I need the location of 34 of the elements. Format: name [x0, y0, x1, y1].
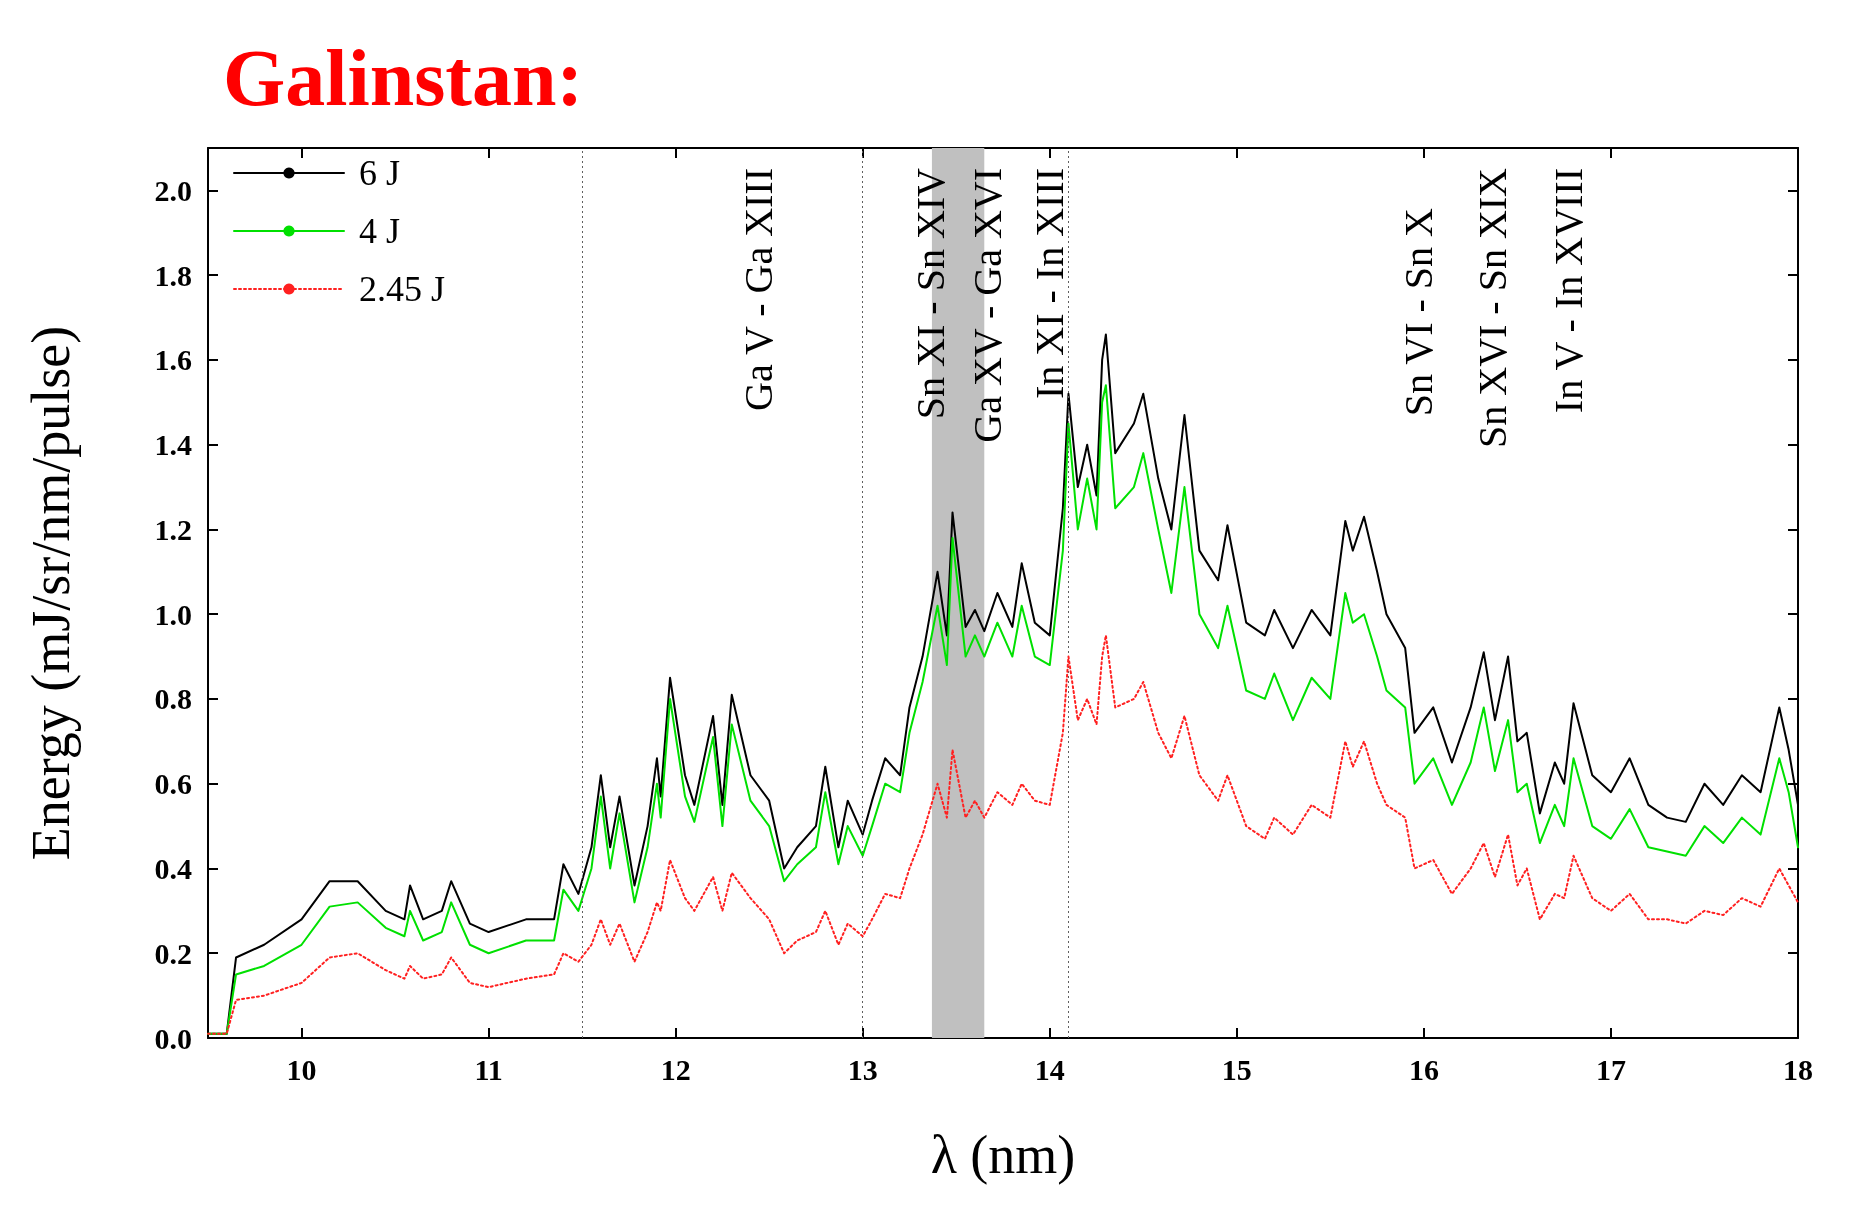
annotation: Ga V - Ga XIII — [735, 168, 781, 411]
legend-label: 6 J — [359, 153, 401, 193]
annotation: Sn VI - Sn X — [1395, 207, 1441, 417]
y-tick-label: 1.4 — [154, 428, 192, 462]
y-tick-label: 2.0 — [154, 173, 192, 207]
y-tick-label: 1.8 — [154, 258, 192, 292]
annotation: In XI - In XIII — [1026, 168, 1072, 400]
x-tick-label: 14 — [1034, 1052, 1065, 1086]
y-tick-label: 1.2 — [154, 512, 192, 546]
annotation: Sn XVI - Sn XIX — [1469, 167, 1515, 448]
x-axis-title: λ (nm) — [930, 1125, 1076, 1185]
x-tick-label: 15 — [1221, 1052, 1252, 1086]
annotation: In V - In XVIII — [1545, 168, 1591, 414]
x-tick-label: 13 — [847, 1052, 878, 1086]
y-tick-label: 0.2 — [154, 936, 192, 970]
x-tick-label: 10 — [286, 1052, 317, 1086]
chart-title: Galinstan: — [223, 34, 584, 122]
annotation: Sn XI - Sn XIV — [907, 167, 953, 420]
x-tick-label: 18 — [1783, 1052, 1813, 1086]
y-tick-label: 1.6 — [154, 343, 192, 377]
y-tick-label: 0.8 — [154, 682, 192, 716]
y-axis-title: Energy (mJ/sr/nm/pulse) — [21, 325, 81, 861]
legend-label: 4 J — [359, 211, 401, 251]
annotation: Ga XV - Ga XVI — [964, 168, 1010, 443]
x-tick-label: 12 — [660, 1052, 691, 1086]
x-tick-label: 17 — [1595, 1052, 1626, 1086]
x-tick-label: 11 — [474, 1052, 503, 1086]
y-tick-label: 0.0 — [154, 1021, 192, 1055]
y-tick-label: 0.4 — [154, 851, 192, 885]
y-tick-label: 0.6 — [154, 767, 192, 801]
legend-label: 2.45 J — [359, 269, 446, 309]
line-series — [207, 634, 1799, 1035]
x-tick-label: 16 — [1408, 1052, 1439, 1086]
y-tick-label: 1.0 — [154, 597, 192, 631]
